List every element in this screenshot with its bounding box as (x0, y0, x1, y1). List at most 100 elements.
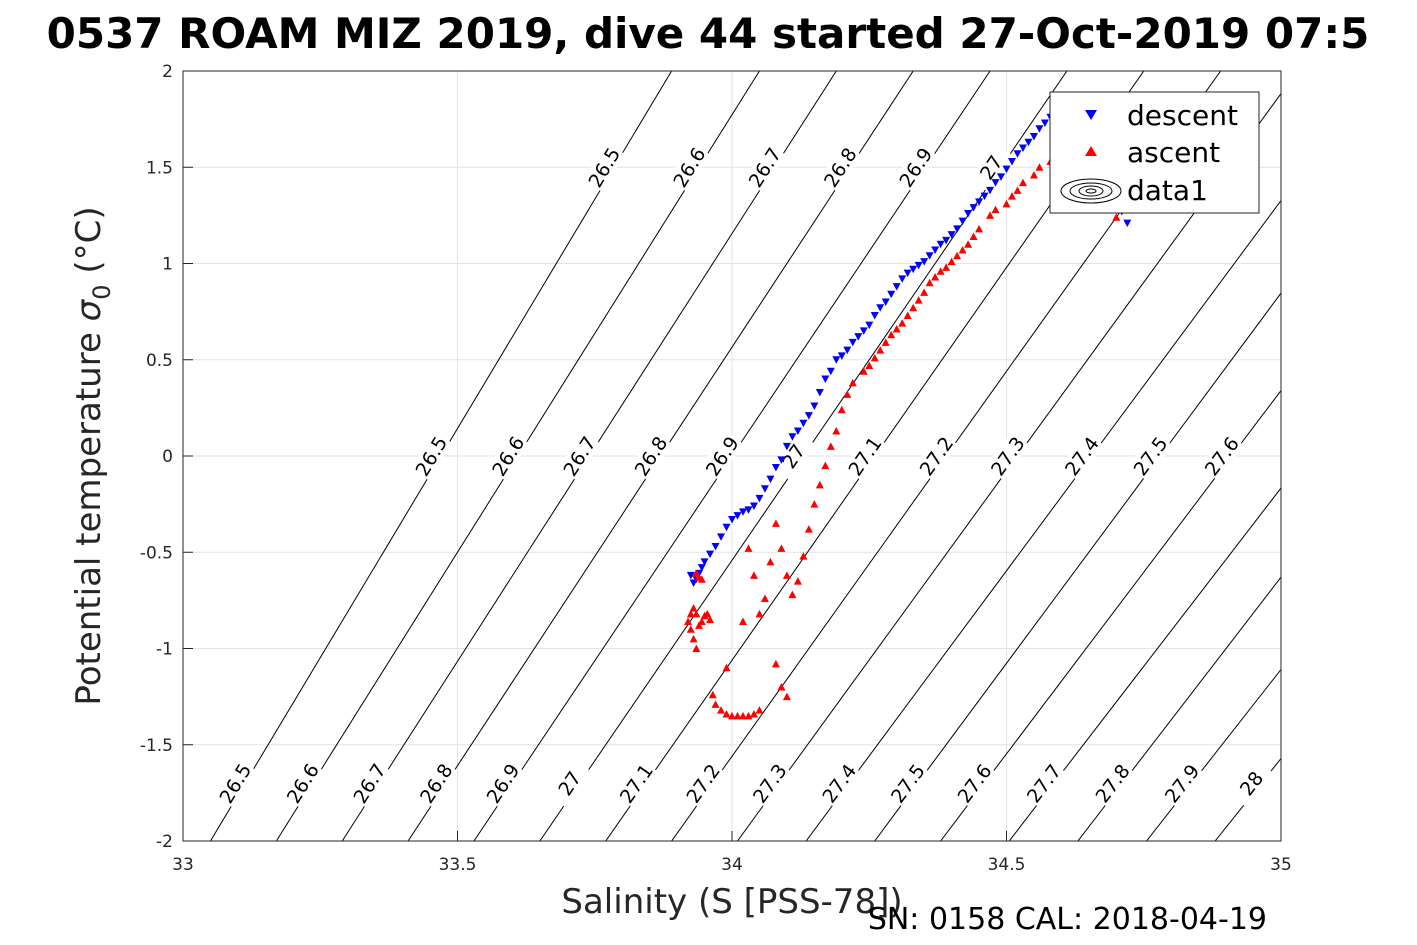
ascent-point (766, 557, 775, 566)
ascent-point (898, 319, 907, 327)
isopycnal-label-mask (583, 142, 625, 192)
descent-point (881, 298, 890, 306)
descent-point (821, 375, 830, 383)
ascent-point (986, 211, 995, 219)
isopycnal-label-mask (558, 431, 601, 481)
isopycnal-label-mask (414, 758, 458, 808)
legend-ascent-marker (1085, 146, 1097, 156)
y-tick-label: 1 (162, 255, 173, 275)
ascent-point (914, 296, 923, 304)
ascent-point (870, 353, 879, 362)
isopycnal-label-mask (818, 142, 862, 192)
legend-ascent-label: ascent (1127, 136, 1220, 169)
descent-point (914, 261, 923, 270)
descent-point (969, 204, 978, 212)
descent-point (1024, 138, 1033, 147)
descent-point (837, 352, 846, 360)
ascent-point (689, 634, 698, 643)
descent-point (744, 506, 753, 514)
isopycnal-label-mask (1199, 431, 1244, 481)
descent-point (854, 333, 863, 341)
ascent-point (975, 224, 984, 233)
isopycnal-label-mask (1228, 759, 1274, 808)
ascent-point (958, 246, 967, 254)
ascent-point (1112, 213, 1121, 221)
descent-point (722, 523, 731, 532)
y-tick-label: -2 (156, 832, 173, 852)
isopycnal-label-mask (348, 758, 391, 808)
ascent-point (843, 390, 852, 398)
isopycnal-label-mask (747, 758, 792, 808)
ascent-point (722, 663, 731, 672)
isopycnal-label-mask (843, 431, 887, 481)
isopycnal-label-mask (1059, 431, 1104, 481)
descent-point (1040, 119, 1049, 127)
ascent-point (799, 552, 808, 560)
descent-point (980, 192, 989, 201)
descent-point (717, 533, 726, 541)
descent-point (733, 512, 742, 520)
descent-point (788, 433, 797, 441)
descent-point (706, 550, 715, 559)
descent-point (700, 558, 709, 566)
ascent-point (991, 205, 1000, 214)
ascent-point (697, 575, 706, 583)
ascent-point (728, 711, 736, 720)
ascent-point (821, 461, 830, 470)
ascent-point (1013, 186, 1022, 194)
ascent-point (711, 700, 720, 708)
descent-point (997, 173, 1006, 181)
isopycnal-label-mask (1021, 759, 1066, 808)
isopycnal-label-mask (1128, 431, 1173, 481)
descent-point (848, 338, 857, 347)
legend-contour-icon (1060, 178, 1122, 204)
ascent-point (1002, 199, 1011, 208)
ascent-point (969, 232, 978, 241)
descent-point (686, 571, 695, 580)
svg-text:Potential temperature σ0 (°C): Potential temperature σ0 (°C) (69, 206, 116, 705)
isopycnal-label-mask (1159, 759, 1205, 808)
ascent-point (771, 659, 780, 668)
ascent-point (953, 251, 962, 260)
isopycnal-label-mask (700, 431, 744, 481)
ascent-point (744, 711, 753, 720)
ascent-point (865, 361, 874, 370)
ascent-point (793, 577, 802, 585)
descent-point (815, 388, 824, 397)
descent-point (777, 456, 786, 464)
descent-point (697, 564, 706, 572)
ascent-point (903, 311, 912, 319)
ascent-point (760, 594, 769, 602)
y-tick-label: 1.5 (146, 158, 173, 178)
descent-point (936, 240, 945, 249)
descent-point (942, 236, 951, 245)
ascent-point (782, 571, 791, 579)
ascent-point (1007, 192, 1016, 200)
ascent-point (733, 711, 742, 720)
descent-point (986, 186, 995, 195)
descent-point (903, 269, 912, 278)
descent-point (1013, 150, 1022, 158)
y-tick-label: -1 (156, 640, 173, 660)
ascent-point (936, 267, 945, 275)
isopycnal-label-mask (969, 142, 1013, 192)
ascent-point (692, 644, 701, 652)
descent-point (1007, 157, 1016, 166)
ascent-point (837, 405, 846, 414)
isopycnal-label-mask (771, 431, 815, 481)
descent-point (728, 516, 736, 524)
isopycnal-label-mask (1090, 759, 1135, 808)
descent-point (947, 231, 956, 239)
isopycnal-label-mask (885, 759, 930, 808)
ascent-point (947, 257, 956, 266)
y-tick-label: 2 (162, 62, 173, 82)
isopycnal-label-mask (681, 758, 725, 808)
descent-point (1123, 219, 1132, 228)
descent-point (892, 283, 901, 291)
x-axis-label: Salinity (S [PSS-78]) (561, 882, 902, 922)
descent-point (909, 265, 918, 274)
descent-point (958, 217, 967, 226)
ascent-point (744, 544, 753, 552)
ascent-point (881, 338, 890, 346)
descent-point (876, 304, 885, 312)
